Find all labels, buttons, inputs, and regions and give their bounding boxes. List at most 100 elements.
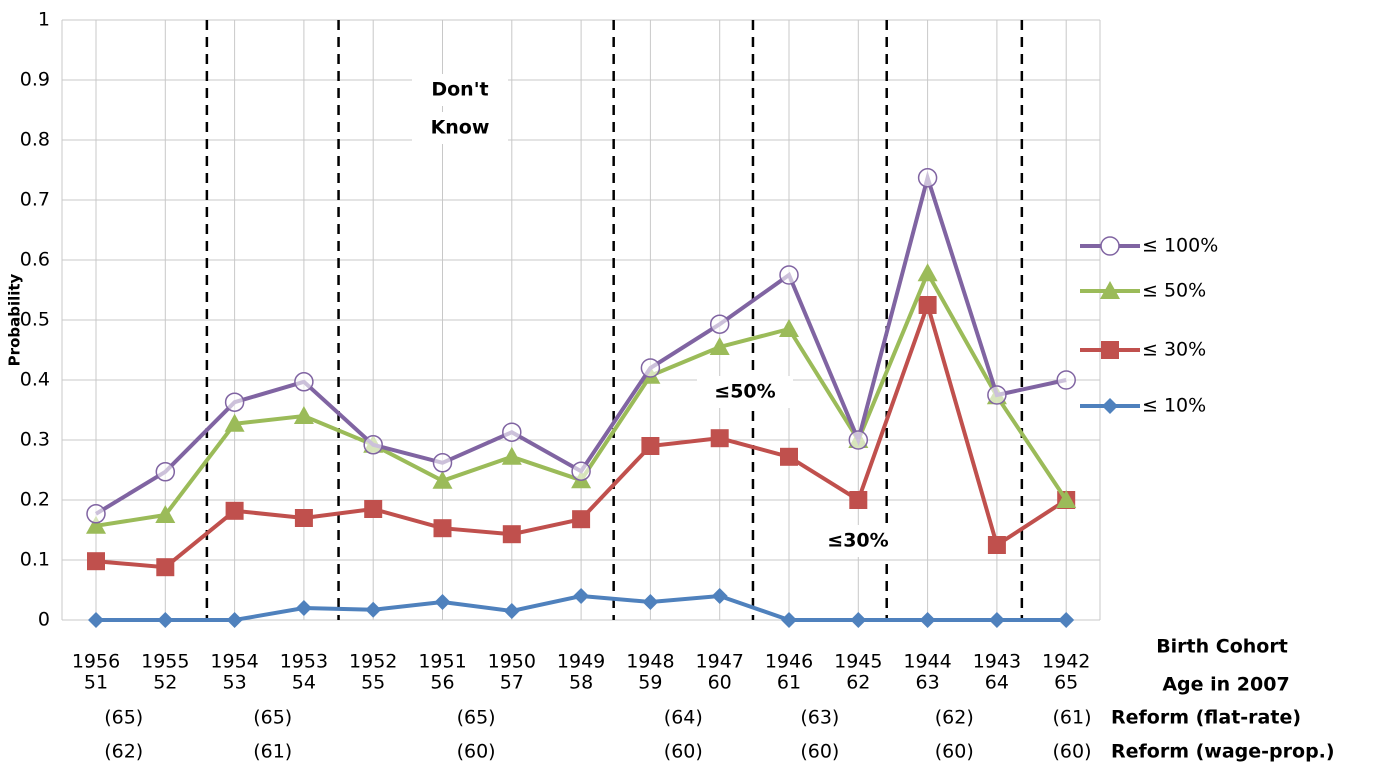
reform-value: (62) [935,707,974,729]
y-axis-title: Probability [6,273,24,366]
y-tick-label: 0 [38,609,50,631]
marker [87,552,105,571]
marker [571,461,591,481]
annotation: Don't [431,79,488,101]
marker [503,603,520,619]
marker [365,601,382,618]
y-tick-label: 0.4 [20,369,50,391]
x-tick-label: 1947 [696,651,744,673]
x-tick-label-2: 57 [500,672,524,694]
x-tick-label-2: 63 [916,672,940,694]
marker [641,437,660,455]
reform-value: (65) [457,707,496,729]
reform-value: (61) [253,741,292,763]
x-tick-label: 1956 [72,651,120,673]
x-tick-label: 1953 [280,651,328,673]
reform-value: (60) [457,741,496,763]
marker [86,515,106,534]
marker [1056,490,1077,508]
reform-value: (60) [664,741,703,763]
x-tick-label-2: 56 [430,672,454,694]
marker [155,462,176,482]
legend-label: ≤ 10% [1142,395,1206,417]
x-tick-label-2: 53 [223,672,247,694]
legend-label: ≤ 30% [1142,339,1206,361]
x-axis-title: Birth Cohort [1156,636,1288,658]
x-tick-label: 1948 [626,651,674,673]
x-tick-label: 1955 [141,651,189,673]
marker [917,263,938,282]
reform-value: (63) [800,707,839,729]
marker [710,429,729,448]
reform-value: (60) [800,741,839,763]
marker [293,406,314,424]
marker [295,600,312,616]
x-tick-label-2: 65 [1054,672,1078,694]
marker [711,588,728,604]
x-tick-label: 1944 [903,651,951,673]
x-tick-label: 1946 [765,651,813,673]
x-tick-label: 1951 [418,651,466,673]
marker [780,447,798,466]
x-tick-label-2: 59 [638,672,662,694]
reform-label: Reform (flat-rate) [1111,707,1301,729]
y-tick-label: 0.2 [20,489,50,511]
marker [988,612,1005,628]
x-tick-label: 1950 [488,651,536,673]
y-tick-label: 0.6 [20,249,50,271]
marker [781,612,797,628]
x-tick-label-2: 61 [777,672,801,694]
marker [88,612,104,628]
marker [779,265,799,285]
marker [364,500,383,518]
x-tick-label: 1942 [1042,651,1090,673]
marker [502,525,521,544]
reform-value: (62) [104,741,143,763]
y-tick-label: 0.7 [20,189,50,211]
marker [779,319,799,337]
marker [987,385,1007,405]
marker [156,558,175,577]
x-tick-label-2: 62 [846,672,870,694]
legend-marker [1100,281,1120,299]
y-tick-label: 0.8 [20,129,50,151]
x-tick-label-2: 52 [153,672,177,694]
legend-marker [1102,398,1118,414]
marker [848,430,869,450]
marker [224,392,245,412]
annotation: ≤50% [714,381,775,403]
marker [363,435,383,455]
x-tick-label-2: 54 [292,672,316,694]
y-tick-label: 0.1 [20,549,50,571]
annotation: Know [431,117,490,139]
y-tick-label: 0.9 [20,69,50,91]
reform-value: (64) [664,707,703,729]
x-tick-label-2: 51 [84,672,108,694]
marker [502,422,522,442]
legend-marker [1101,341,1119,359]
reform-value: (65) [253,707,292,729]
x-tick-label: 1954 [210,651,258,673]
reform-value: (61) [1052,707,1091,729]
marker [225,501,244,520]
marker [432,470,453,489]
marker [917,168,938,188]
legend-label: ≤ 50% [1142,280,1206,302]
legend-marker [1100,236,1120,256]
marker [501,446,522,465]
x-axis-title-2: Age in 2007 [1162,674,1289,696]
marker [987,536,1006,554]
marker [849,491,868,509]
marker [226,612,243,628]
x-tick-label: 1945 [834,651,882,673]
reform-value: (60) [1052,741,1091,763]
x-tick-label-2: 55 [361,672,385,694]
x-tick-label: 1943 [973,651,1021,673]
annotation: ≤30% [827,530,888,552]
reform-value: (65) [104,707,143,729]
marker [294,372,314,392]
marker [224,413,245,432]
marker [573,588,590,604]
y-tick-label: 0.5 [20,309,50,331]
